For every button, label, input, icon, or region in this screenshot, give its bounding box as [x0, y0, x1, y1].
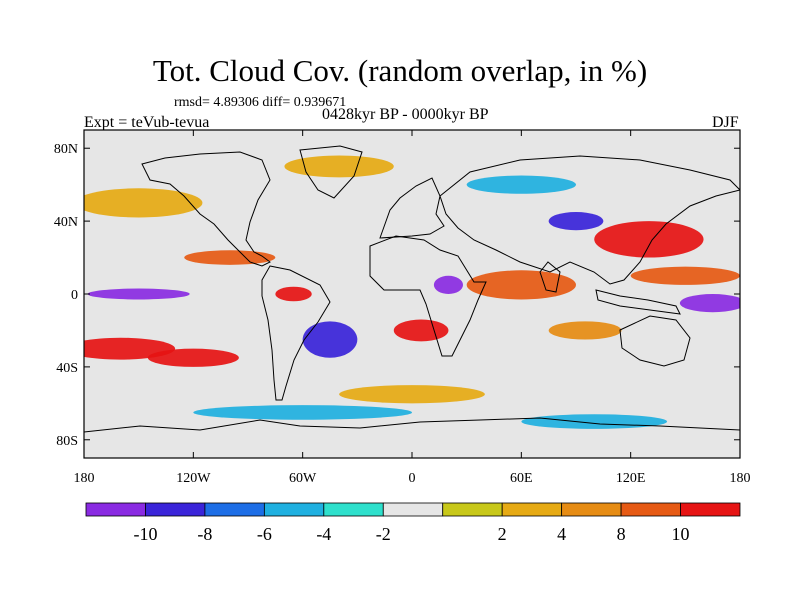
- coastline-asia: [439, 155, 740, 285]
- coastline-africa: [369, 235, 487, 357]
- map-background: [84, 130, 740, 458]
- lat-tick-label: 40N: [54, 215, 78, 230]
- experiment-label: Expt = teVub-tevua: [84, 114, 210, 131]
- colorbar-label: 2: [498, 524, 507, 544]
- season-label: DJF: [712, 114, 739, 131]
- colorbar-swatch: [145, 502, 206, 517]
- colorbar-swatch: [382, 502, 444, 517]
- anomaly-region: [433, 275, 464, 294]
- lon-tick-label: 60E: [510, 471, 533, 486]
- coastline-south-america: [261, 265, 331, 401]
- anomaly-region: [302, 321, 358, 358]
- colorbar-swatch: [442, 502, 503, 517]
- anomaly-region: [339, 385, 485, 404]
- anomaly-region: [630, 266, 740, 285]
- anomaly-region: [466, 175, 576, 194]
- colorbar-swatch: [501, 502, 563, 517]
- anomaly-region: [147, 348, 239, 367]
- colorbar-label: -10: [133, 524, 157, 544]
- anomaly-field: [84, 155, 740, 429]
- colorbar-label: 8: [617, 524, 626, 544]
- coastline-australia: [619, 315, 691, 367]
- map-panel: [83, 129, 741, 459]
- colorbar-swatch: [204, 502, 265, 517]
- anomaly-region: [594, 221, 704, 258]
- anomaly-region: [679, 294, 740, 313]
- coastline-antarctica: [84, 417, 740, 433]
- colorbar-label: -6: [257, 524, 272, 544]
- anomaly-region: [184, 250, 276, 265]
- colorbar-swatch: [323, 502, 384, 517]
- colorbar-swatch: [620, 502, 681, 517]
- colorbar-label: -4: [316, 524, 331, 544]
- anomaly-region: [84, 188, 203, 218]
- anomaly-region: [87, 288, 190, 300]
- lon-tick-label: 180: [74, 471, 95, 486]
- anomaly-region: [284, 155, 394, 178]
- coastline-north-america: [141, 151, 271, 267]
- lon-tick-label: 120W: [176, 471, 211, 486]
- lat-tick-label: 80S: [56, 434, 78, 449]
- anomaly-region: [521, 414, 668, 429]
- anomaly-region: [193, 405, 412, 420]
- colorbar-label: 4: [557, 524, 566, 544]
- lat-tick-label: 80N: [54, 142, 78, 157]
- coastline-greenland: [299, 145, 363, 199]
- lon-tick-label: 0: [409, 471, 416, 486]
- stats-line: rmsd= 4.89306 diff= 0.939671: [174, 95, 347, 110]
- coastline-indonesia: [595, 289, 681, 315]
- period-label: 0428kyr BP - 0000kyr BP: [322, 106, 489, 123]
- anomaly-region: [548, 212, 604, 231]
- colorbar-swatch: [85, 502, 146, 517]
- lon-tick-label: 180: [730, 471, 751, 486]
- colorbar: -10 -8 -6 -4 -2 2 4 8 10: [85, 502, 741, 544]
- lat-tick-label: 0: [71, 288, 78, 303]
- anomaly-region: [275, 286, 312, 302]
- figure-title: Tot. Cloud Cov. (random overlap, in %): [152, 53, 648, 88]
- colorbar-label: -2: [376, 524, 391, 544]
- axis-ticks: 80N 40N 0 40S 80S 180 120W 60W 0 60E 120E 180: [54, 130, 751, 486]
- lon-tick-label: 60W: [289, 471, 317, 486]
- coastline-india: [539, 261, 561, 293]
- coastlines: [84, 145, 740, 433]
- colorbar-label: 10: [672, 524, 690, 544]
- lat-tick-label: 40S: [56, 361, 78, 376]
- colorbar-swatch: [263, 502, 325, 517]
- anomaly-region: [393, 319, 449, 342]
- anomaly-region: [466, 270, 576, 300]
- colorbar-label: -8: [197, 524, 212, 544]
- anomaly-region: [548, 321, 622, 340]
- lon-tick-label: 120E: [616, 471, 646, 486]
- colorbar-swatch: [680, 502, 741, 517]
- colorbar-swatch: [561, 502, 622, 517]
